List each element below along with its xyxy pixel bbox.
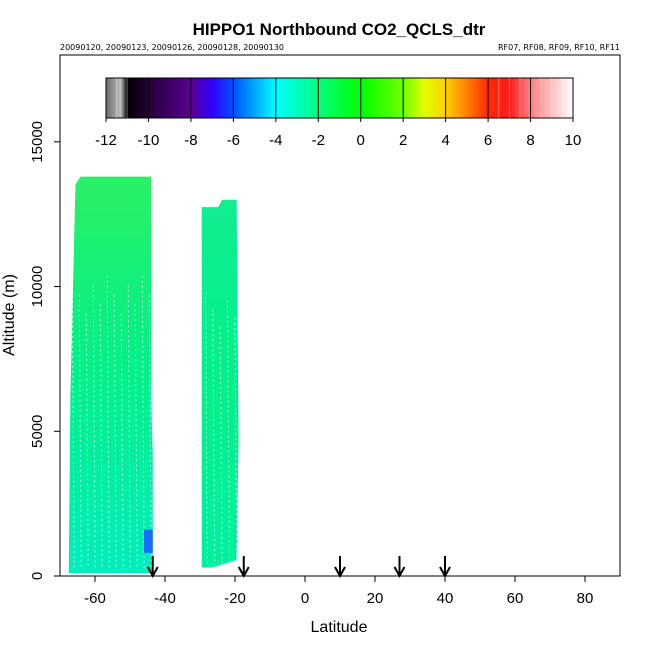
colorbar-tick-label: 4 (441, 132, 449, 149)
x-tick-label: -20 (224, 590, 246, 607)
sample-streak (134, 304, 138, 570)
colorbar-tick-label: 10 (565, 132, 582, 149)
flight-arrow (334, 556, 346, 579)
flight-dates: 20090120, 20090123, 20090126, 20090128, … (60, 43, 284, 52)
colorbar-tick-label: 6 (484, 132, 492, 149)
x-tick-label: 20 (367, 590, 384, 607)
flight-ids: RF07, RF08, RF09, RF10, RF11 (498, 43, 620, 52)
x-tick-label: 60 (507, 590, 524, 607)
sample-streak (148, 294, 152, 570)
flight-arrow (237, 556, 250, 579)
y-axis-label: Altitude (m) (1, 274, 18, 356)
sample-streak (113, 294, 117, 570)
y-tick-label: 5000 (29, 415, 46, 448)
chart-title: HIPPO1 Northbound CO2_QCLS_dtr (193, 20, 486, 39)
sample-streak (204, 291, 208, 564)
sample-streak (127, 285, 131, 570)
x-tick-label: 0 (301, 590, 309, 607)
colorbar-tick-label: -2 (312, 132, 325, 149)
flight-arrow (393, 556, 406, 579)
colorbar-tick-labels: -12 -10 -8 -6 -4 -2 0 2 4 6 8 10 (95, 132, 581, 149)
sample-streak (92, 285, 96, 570)
colorbar-tick-label: -8 (184, 132, 197, 149)
x-tick-label: -60 (84, 590, 106, 607)
x-tick-label: 80 (577, 590, 594, 607)
colorbar-tick-label: -10 (138, 132, 160, 149)
colorbar-tick-label: 0 (357, 132, 365, 149)
profile-regions (68, 176, 239, 574)
y-tick-label: 15000 (29, 121, 46, 163)
colorbar-tick-label: 8 (526, 132, 534, 149)
x-axis-label: Latitude (311, 619, 368, 636)
sample-streak (78, 294, 82, 570)
plot-frame (59, 54, 621, 577)
sample-streak (234, 318, 238, 564)
colorbar-tick-label: -4 (269, 132, 282, 149)
colorbar-tick-label: -6 (227, 132, 240, 149)
y-tick-label: 0 (29, 572, 46, 580)
x-axis: -60 -40 -20 0 20 40 60 80 (84, 576, 593, 607)
sample-streak (141, 275, 145, 570)
colorbar (105, 77, 574, 122)
sample-streak (226, 300, 230, 564)
x-tick-label: 40 (437, 590, 454, 607)
low-value-patch (144, 529, 153, 553)
y-tick-label: 10000 (29, 266, 46, 308)
colorbar-tick-label: -12 (95, 132, 117, 149)
sample-streak (71, 275, 75, 570)
x-tick-label: -40 (154, 590, 176, 607)
sample-streak (106, 275, 110, 570)
colorbar-gradient (105, 77, 574, 119)
y-axis: 0 5000 10000 15000 (29, 121, 60, 580)
flight-arrow (439, 556, 451, 579)
sample-streak (212, 309, 216, 564)
sample-streak (99, 304, 103, 570)
flight-arrows (146, 556, 451, 579)
colorbar-tick-label: 2 (399, 132, 407, 149)
profile-region (68, 176, 153, 574)
